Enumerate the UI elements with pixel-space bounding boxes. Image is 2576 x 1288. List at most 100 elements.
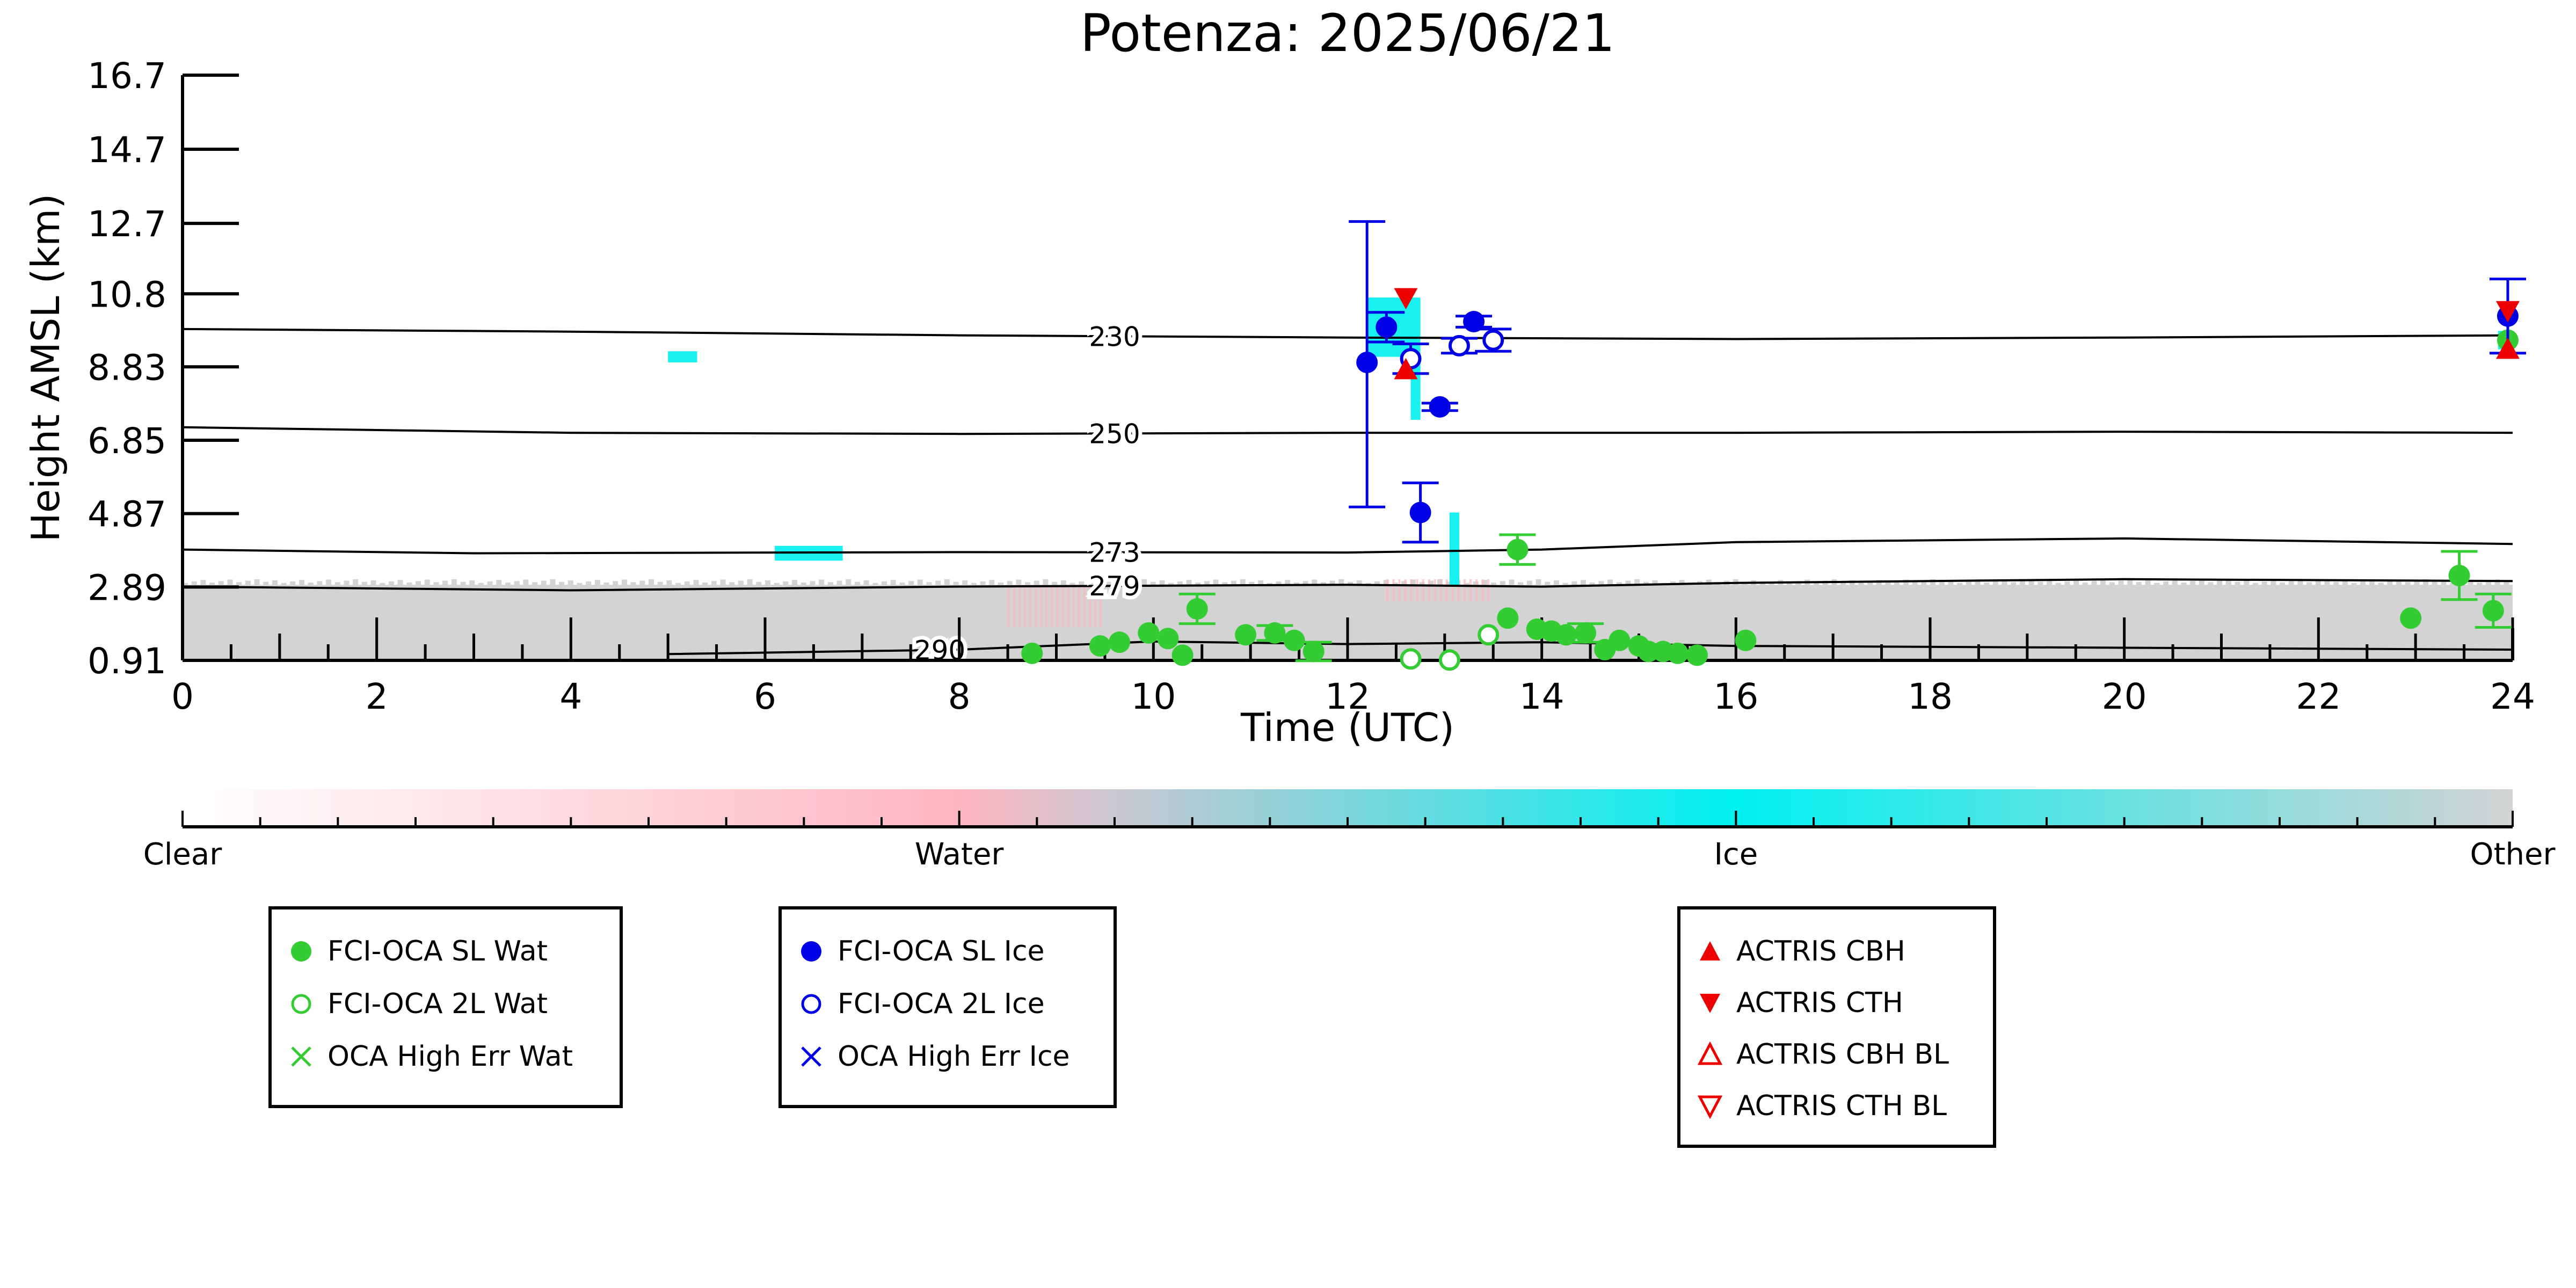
- cloud-other-speck: [747, 579, 753, 586]
- cloud-other-speck: [684, 581, 690, 586]
- cloud-water-region: [1099, 586, 1102, 628]
- legend-item: FCI-OCA 2L Wat: [288, 988, 548, 1020]
- cloud-other-speck: [1312, 579, 1318, 586]
- cloud-water-region: [1392, 579, 1395, 602]
- cloud-other-speck: [1069, 583, 1075, 586]
- cloud-other-speck: [1177, 581, 1183, 586]
- cloud-other-speck: [2261, 581, 2267, 586]
- cloud-other-speck: [1759, 583, 1765, 586]
- cloud-other-speck: [2037, 581, 2043, 586]
- cloud-other-speck: [1894, 581, 1900, 586]
- cloud-other-speck: [1795, 581, 1801, 586]
- point-fci-oca-sl-wat: [1235, 624, 1257, 646]
- cloud-other-speck: [2019, 580, 2025, 586]
- cloud-other-speck: [191, 581, 197, 586]
- cloud-other-speck: [657, 581, 663, 586]
- cloud-other-speck: [1840, 581, 1846, 586]
- cloud-other-speck: [1007, 581, 1013, 586]
- cloud-other-speck: [2002, 579, 2007, 586]
- cloud-water-region: [1398, 579, 1401, 602]
- cloud-water-region: [1487, 579, 1490, 602]
- point-fci-oca-sl-wat: [1686, 644, 1708, 666]
- y-tick-label: 12.7: [88, 203, 166, 245]
- legend-label: ACTRIS CBH: [1736, 935, 1905, 967]
- point-fci-oca-sl-wat: [1171, 644, 1194, 666]
- cloud-water-region: [1072, 586, 1075, 628]
- cloud-other-speck: [666, 580, 672, 586]
- point-fci-oca-sl-wat: [1283, 629, 1305, 651]
- cloud-other-speck: [693, 580, 699, 586]
- legend-label: FCI-OCA SL Ice: [838, 935, 1045, 967]
- cloud-other-speck: [1446, 581, 1452, 586]
- cloud-water-region: [1422, 579, 1424, 602]
- chart-title: Potenza: 2025/06/21: [1080, 3, 1615, 63]
- cloud-other-speck: [613, 581, 618, 586]
- legend-marker: [1697, 1095, 1723, 1119]
- cloud-other-speck: [720, 579, 726, 586]
- cloud-other-speck: [567, 580, 573, 586]
- legend-item: FCI-OCA SL Ice: [798, 935, 1045, 967]
- legend-marker: [291, 994, 311, 1014]
- x-tick-label: 0: [171, 676, 194, 717]
- cloud-other-speck: [326, 579, 332, 586]
- cloud-water-region: [1088, 586, 1091, 628]
- point-fci-oca-sl-ice: [1356, 351, 1378, 373]
- y-axis-label: Height AMSL (km): [23, 194, 68, 542]
- cloud-water-region: [1029, 586, 1032, 628]
- cloud-other-speck: [2405, 582, 2411, 586]
- y-tick-label: 10.8: [88, 274, 166, 315]
- cloud-other-speck: [926, 582, 932, 586]
- point-fci-oca-sl-ice: [1376, 316, 1398, 338]
- cloud-other-speck: [2091, 581, 2097, 586]
- cloud-other-speck: [1930, 579, 1935, 586]
- cloud-other-speck: [863, 580, 869, 586]
- cloud-other-speck: [1329, 580, 1335, 586]
- cloud-other-speck: [971, 583, 977, 586]
- y-tick-label: 2.89: [88, 567, 166, 608]
- cloud-other-speck: [1589, 583, 1595, 586]
- cloud-water-region: [1433, 579, 1436, 602]
- cloud-other-speck: [810, 581, 816, 586]
- cloud-other-speck: [917, 579, 923, 586]
- y-tick-label: 4.87: [88, 494, 166, 535]
- cloud-other-speck: [1598, 581, 1604, 586]
- cloud-other-speck: [1581, 580, 1586, 586]
- point-fci-oca-2l-ice: [1448, 334, 1470, 356]
- cloud-other-speck: [792, 580, 798, 586]
- y-tick-label: 14.7: [88, 129, 166, 171]
- cloud-other-speck: [2244, 580, 2250, 586]
- legend-item: ACTRIS CBH: [1697, 935, 1905, 967]
- cloud-other-speck: [1939, 581, 1945, 586]
- cloud-other-speck: [1491, 583, 1497, 586]
- legend-marker: [801, 994, 821, 1014]
- cloud-other-speck: [2280, 583, 2285, 586]
- cloud-other-speck: [2100, 579, 2106, 586]
- cloud-other-speck: [953, 581, 959, 586]
- cloud-other-speck: [1276, 581, 1282, 586]
- legend-box: ACTRIS CBH ACTRIS CTH ACTRIS CBH BL ACTRIS …: [1677, 906, 1996, 1148]
- point-fci-oca-sl-wat: [1575, 622, 1597, 644]
- cloud-other-speck: [361, 581, 367, 586]
- legend-item: ACTRIS CTH BL: [1697, 1090, 1947, 1122]
- cloud-other-speck: [2109, 582, 2115, 586]
- cloud-other-speck: [2369, 580, 2375, 586]
- cloud-other-speck: [183, 583, 188, 586]
- point-fci-oca-sl-wat: [1089, 635, 1111, 657]
- cloud-other-speck: [2378, 583, 2384, 586]
- cloud-other-speck: [998, 583, 1003, 586]
- legend-item: ACTRIS CBH BL: [1697, 1038, 1949, 1071]
- cloud-other-speck: [2450, 583, 2456, 586]
- cloud-other-speck: [1518, 582, 1524, 586]
- cloud-other-speck: [944, 579, 950, 586]
- cloud-other-speck: [1141, 579, 1147, 586]
- cloud-other-speck: [1410, 579, 1416, 586]
- cloud-other-speck: [1105, 581, 1111, 586]
- legend-box: FCI-OCA SL Ice FCI-OCA 2L Ice OCA High Err…: [778, 906, 1117, 1108]
- point-fci-oca-sl-wat: [2400, 607, 2422, 629]
- cloud-water-region: [1386, 579, 1389, 602]
- cloud-other-speck: [334, 582, 340, 586]
- cloud-other-speck: [2055, 583, 2061, 586]
- y-tick-label: 8.83: [88, 347, 166, 388]
- cloud-other-speck: [514, 581, 520, 586]
- cloud-other-speck: [577, 583, 583, 586]
